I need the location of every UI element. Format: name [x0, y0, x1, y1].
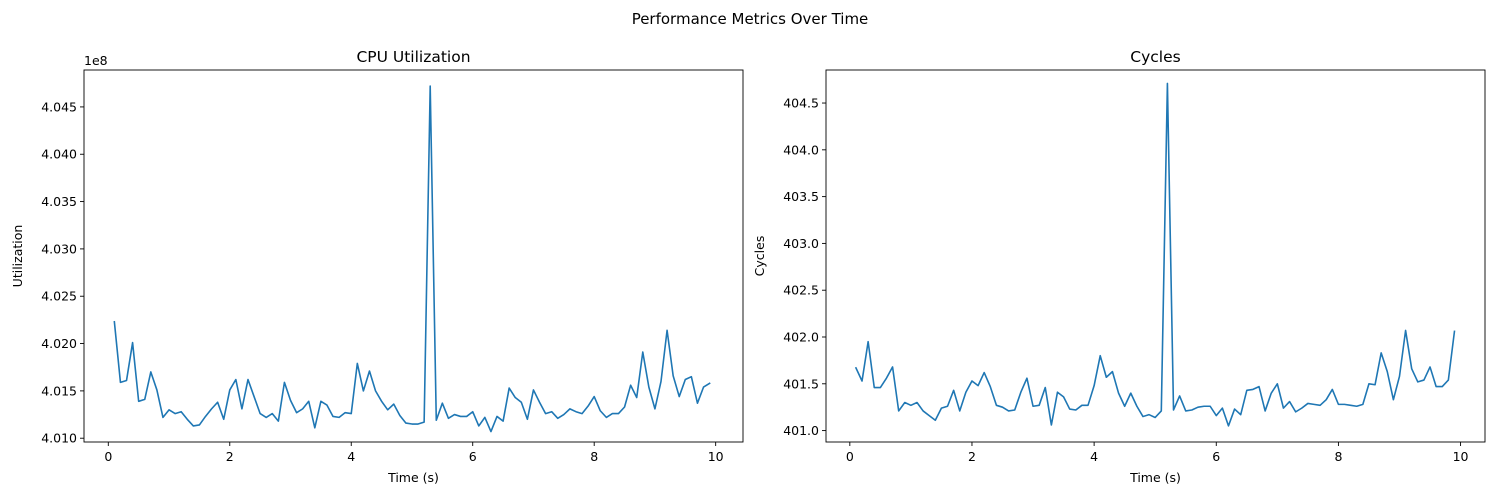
y-tick-label: 4.015: [41, 383, 77, 398]
x-tick-label: 8: [590, 449, 598, 464]
cycles-chart: 0 2 4 6 8 10 401.0 401.5 402.0 402.5 403.0 403.5 404…: [752, 48, 1486, 485]
x-axis-label: Time (s): [387, 470, 439, 485]
x-tick-label: 6: [1212, 449, 1220, 464]
y-tick-label: 4.045: [41, 99, 77, 114]
figure-title: Performance Metrics Over Time: [632, 10, 869, 28]
series-line: [113, 85, 711, 433]
y-tick-label: 4.010: [41, 431, 77, 446]
x-axis-label: Time (s): [1129, 470, 1181, 485]
x-tick-label: 2: [226, 449, 234, 464]
y-tick-label: 404.5: [783, 96, 819, 111]
y-tick-label: 4.040: [41, 147, 77, 162]
x-tick-label: 4: [347, 449, 355, 464]
y-tick-label: 4.020: [41, 336, 77, 351]
y-tick-label: 403.5: [783, 189, 819, 204]
y-tick-label: 4.035: [41, 194, 77, 209]
y-tick-label: 401.5: [783, 376, 819, 391]
x-tick-label: 0: [104, 449, 112, 464]
x-tick-label: 6: [469, 449, 477, 464]
x-tick-label: 4: [1090, 449, 1098, 464]
axes-title: CPU Utilization: [356, 48, 470, 66]
y-offset-text: 1e8: [84, 53, 108, 68]
y-tick-label: 404.0: [783, 142, 819, 157]
y-tick-label: 402.0: [783, 329, 819, 344]
y-axis-label: Utilization: [10, 225, 25, 288]
cpu-utilization-chart: 0 2 4 6 8 10 4.010 4.015 4.020 4.025 4.030 4.035 4.0…: [10, 48, 744, 485]
series-line: [854, 82, 1456, 427]
x-tick-label: 8: [1334, 449, 1342, 464]
y-tick-label: 401.0: [783, 423, 819, 438]
y-tick-label: 403.0: [783, 236, 819, 251]
y-tick-label: 402.5: [783, 283, 819, 298]
x-tick-label: 10: [1453, 449, 1469, 464]
x-tick-label: 10: [708, 449, 724, 464]
axes-frame: [825, 69, 1486, 443]
x-tick-label: 2: [968, 449, 976, 464]
y-axis-label: Cycles: [752, 236, 767, 277]
y-tick-label: 4.025: [41, 289, 77, 304]
y-tick-label: 4.030: [41, 241, 77, 256]
axes-frame: [83, 69, 744, 443]
x-tick-label: 0: [846, 449, 854, 464]
axes-title: Cycles: [1130, 48, 1180, 66]
